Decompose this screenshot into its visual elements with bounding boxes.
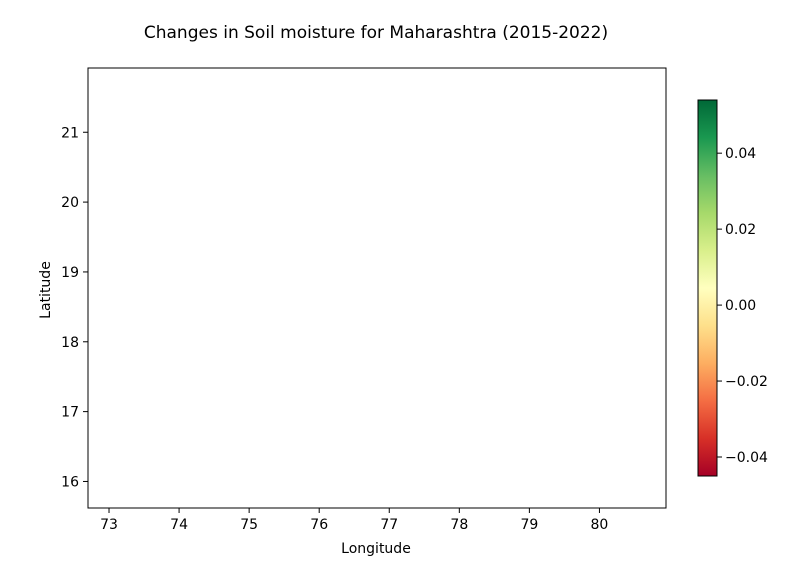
colorbar-tick-label: 0.02	[725, 222, 756, 238]
y-axis-label: Latitude	[38, 261, 54, 319]
y-tick-label: 16	[61, 474, 79, 490]
x-tick-label: 76	[310, 517, 328, 533]
x-tick-label: 79	[520, 517, 538, 533]
colorbar-tick-label: −0.02	[725, 374, 768, 390]
colorbar-tick-label: 0.00	[725, 298, 756, 314]
x-tick-label: 74	[170, 517, 188, 533]
plot-frame	[87, 67, 667, 509]
y-tick-label: 19	[61, 265, 79, 281]
colorbar-ticks: −0.04 −0.02 0.00 0.02 0.04	[717, 146, 768, 466]
x-tick-label: 75	[240, 517, 258, 533]
x-tick-label: 80	[591, 517, 609, 533]
y-tick-label: 17	[61, 405, 79, 421]
x-axis-label: Longitude	[341, 541, 411, 557]
x-tick-label: 78	[450, 517, 468, 533]
colorbar-tick-label: 0.04	[725, 146, 756, 162]
y-tick-label: 21	[61, 125, 79, 141]
x-tick-label: 73	[100, 517, 118, 533]
x-tick-label: 77	[380, 517, 398, 533]
y-tick-label: 20	[61, 195, 79, 211]
colorbar-gradient	[697, 99, 718, 477]
y-axis-ticks: 16 17 18 19 20 21	[61, 125, 88, 490]
chart-title: Changes in Soil moisture for Maharashtra…	[144, 23, 608, 43]
colorbar: −0.04 −0.02 0.00 0.02 0.04	[697, 99, 768, 477]
colorbar-tick-label: −0.04	[725, 450, 768, 466]
y-tick-label: 18	[61, 335, 79, 351]
x-axis-ticks: 73 74 75 76 77 78 79 80	[100, 508, 608, 533]
